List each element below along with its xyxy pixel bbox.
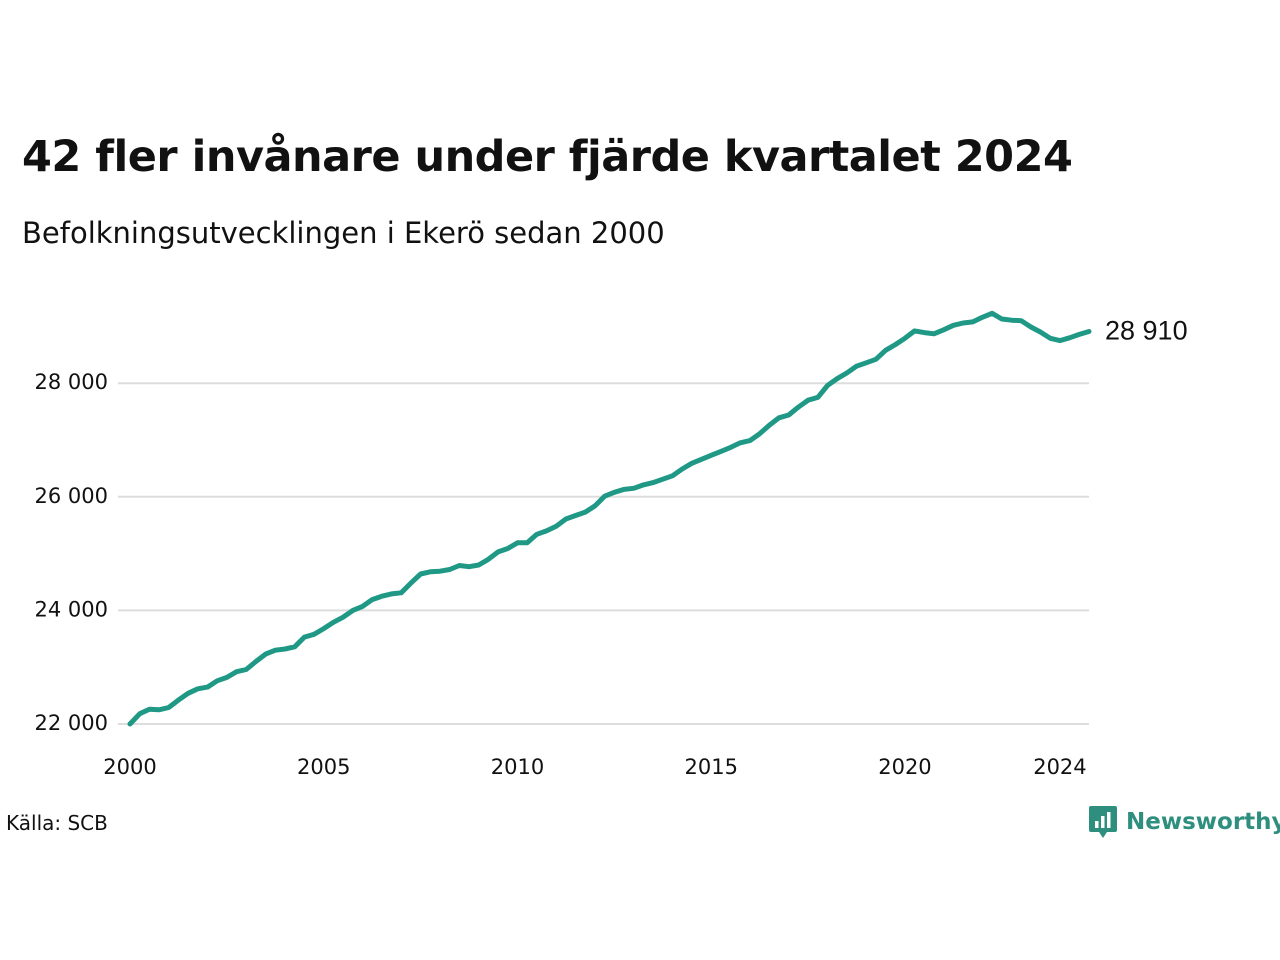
- newsworthy-logo: Newsworthy: [1088, 804, 1280, 840]
- chart-title: 42 fler invånare under fjärde kvartalet …: [22, 132, 1073, 182]
- source-note: Källa: SCB: [6, 811, 108, 835]
- y-tick-label: 22 000: [35, 711, 108, 735]
- gridlines: [118, 382, 1089, 725]
- y-tick-label: 28 000: [35, 370, 108, 394]
- x-axis-ticks: 2000 2005 2010 2015 2020 2024: [103, 755, 1086, 779]
- x-tick-label: 2015: [684, 755, 737, 779]
- end-value-label: 28 910: [1105, 316, 1188, 346]
- x-tick-label: 2000: [103, 755, 156, 779]
- newsworthy-logo-icon: [1089, 806, 1117, 838]
- y-tick-label: 26 000: [35, 484, 108, 508]
- y-axis-ticks: 22 000 24 000 26 000 28 000: [35, 370, 108, 735]
- x-tick-label: 2020: [878, 755, 931, 779]
- chart-subtitle: Befolkningsutvecklingen i Ekerö sedan 20…: [22, 216, 665, 250]
- y-tick-label: 24 000: [35, 597, 108, 621]
- x-tick-label: 2010: [491, 755, 544, 779]
- x-tick-label: 2005: [297, 755, 350, 779]
- population-line: [127, 310, 1092, 727]
- x-tick-label: 2024: [1033, 755, 1086, 779]
- brand-name: Newsworthy: [1126, 809, 1280, 835]
